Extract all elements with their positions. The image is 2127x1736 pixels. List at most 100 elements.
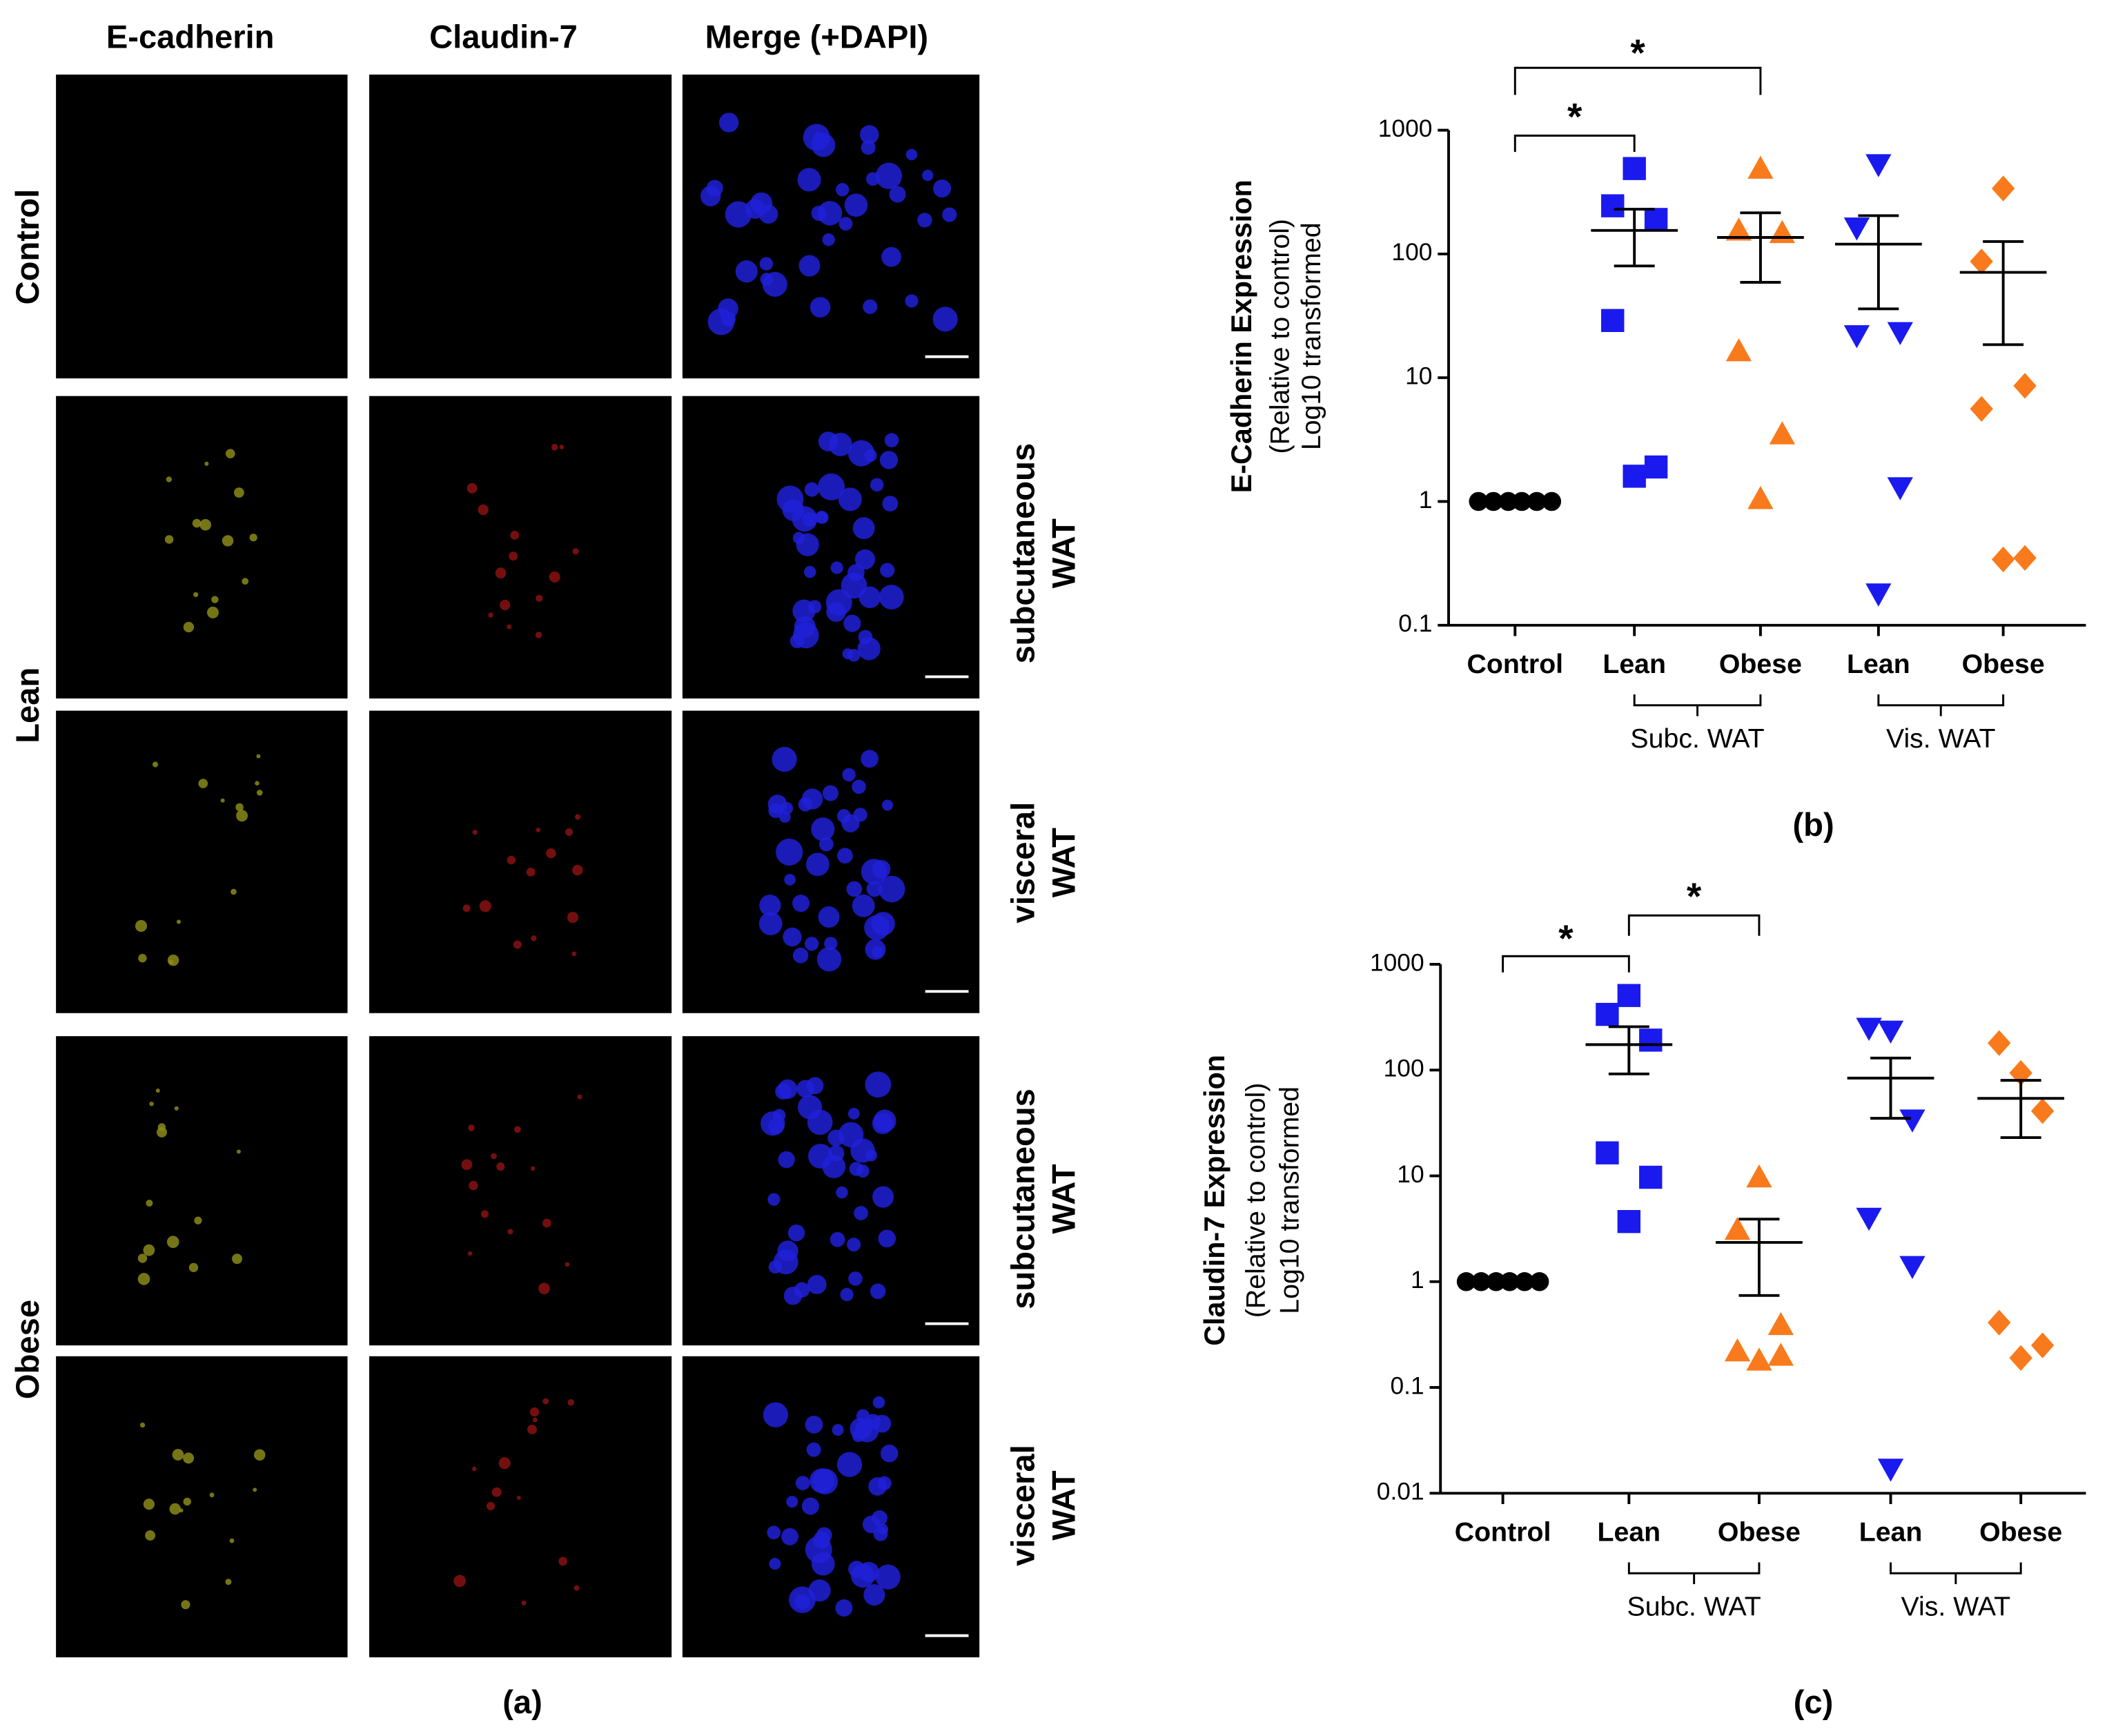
cell-signal	[472, 829, 478, 835]
point	[1601, 309, 1625, 333]
cell-signal	[872, 1186, 894, 1208]
cell-signal	[514, 1126, 521, 1133]
cell-signal	[167, 954, 179, 966]
cell-signal	[468, 1124, 475, 1131]
micrograph	[56, 710, 348, 1013]
cell-signal	[822, 233, 835, 246]
cell-signal	[152, 761, 159, 768]
cell-signal	[881, 799, 893, 811]
cell-signal	[758, 912, 783, 935]
cell-signal	[762, 271, 787, 297]
cell-signal	[572, 548, 579, 555]
point	[1767, 1311, 1794, 1336]
significance-bracket	[1502, 955, 1630, 973]
cell-signal	[804, 482, 819, 497]
cell-signal	[879, 451, 899, 469]
cell-signal	[804, 937, 819, 951]
cell-signal	[135, 919, 148, 933]
cell-signal	[198, 779, 208, 788]
cell-signal	[496, 1162, 505, 1171]
cell-signal	[878, 875, 905, 903]
cell-signal	[777, 1240, 798, 1262]
cell-signal	[183, 1452, 195, 1464]
y-axis-label: (Relative to control)	[1265, 219, 1295, 454]
cell-signal	[872, 946, 883, 958]
cell-signal	[139, 1422, 146, 1428]
cell-signal	[700, 186, 721, 206]
cell-signal	[137, 1273, 150, 1285]
cell-signal	[847, 1238, 861, 1252]
cell-signal	[778, 1151, 795, 1169]
cell-signal	[818, 473, 845, 500]
cell-signal	[256, 754, 261, 759]
cell-signal	[828, 433, 852, 456]
cell-signal	[802, 511, 817, 527]
group-bracket	[1627, 1562, 1761, 1584]
cell-signal	[847, 649, 861, 662]
cell-signal	[798, 797, 813, 812]
cell-signal	[565, 1262, 570, 1267]
cell-signal	[721, 311, 736, 326]
cell-signal	[763, 1402, 789, 1427]
cell-signal	[507, 1229, 513, 1235]
cell-signal	[781, 801, 794, 815]
cell-signal	[843, 614, 861, 632]
cell-signal	[491, 1153, 497, 1160]
point	[1887, 477, 1913, 500]
cell-signal	[565, 828, 573, 836]
point	[1644, 455, 1668, 479]
point	[1843, 325, 1870, 349]
cell-signal	[143, 1244, 155, 1256]
cell-signal	[567, 912, 578, 924]
point	[1529, 1272, 1549, 1291]
panel-label: (b)	[1792, 806, 1834, 843]
x-tick-label: Obese	[1962, 649, 2045, 679]
y-tick-label: 1000	[1370, 949, 1424, 976]
significance-label: *	[1630, 31, 1645, 74]
point	[2030, 1332, 2055, 1358]
cell-signal	[204, 461, 209, 466]
x-tick-label: Obese	[1718, 1517, 1801, 1548]
y-tick-label: 10	[1397, 1161, 1424, 1188]
panel-label: (a)	[502, 1684, 542, 1720]
column-header: Merge (+DAPI)	[705, 18, 928, 55]
y-axis-label: Log10 transformed	[1296, 222, 1326, 450]
cell-signal	[149, 1101, 154, 1106]
cell-signal	[838, 487, 862, 511]
cell-signal	[807, 1144, 833, 1169]
cell-signal	[805, 1415, 823, 1434]
y-tick-label: 0.01	[1377, 1479, 1424, 1505]
cell-signal	[236, 810, 248, 822]
row-label: Obese	[9, 1300, 46, 1399]
y-axis-label: Log10 transformed	[1274, 1086, 1304, 1314]
cell-signal	[510, 531, 520, 540]
point	[1623, 157, 1646, 180]
significance-bracket	[1513, 135, 1636, 153]
cell-signal	[254, 1449, 266, 1461]
cell-signal	[138, 953, 147, 963]
cell-signal	[546, 848, 556, 859]
depot-label: visceral	[1004, 802, 1041, 924]
point	[1469, 491, 1488, 511]
cell-signal	[882, 496, 899, 512]
group-label: Subc. WAT	[1630, 723, 1764, 754]
cell-signal	[486, 1501, 496, 1510]
cell-signal	[192, 518, 202, 528]
cell-signal	[854, 1206, 868, 1220]
cell-signal	[529, 1407, 540, 1417]
point	[1725, 217, 1752, 241]
point	[2030, 1098, 2055, 1124]
cell-signal	[875, 1564, 901, 1590]
cell-signal	[461, 1159, 473, 1171]
cell-signal	[574, 1585, 580, 1591]
cell-signal	[572, 864, 583, 876]
cell-signal	[881, 246, 901, 267]
cell-signal	[478, 504, 489, 516]
cell-signal	[491, 1487, 502, 1497]
point	[1596, 1002, 1619, 1026]
point	[1639, 1028, 1663, 1052]
cell-signal	[767, 1525, 781, 1540]
cell-signal	[509, 552, 518, 561]
cell-signal	[792, 947, 809, 964]
point	[1542, 491, 1562, 511]
